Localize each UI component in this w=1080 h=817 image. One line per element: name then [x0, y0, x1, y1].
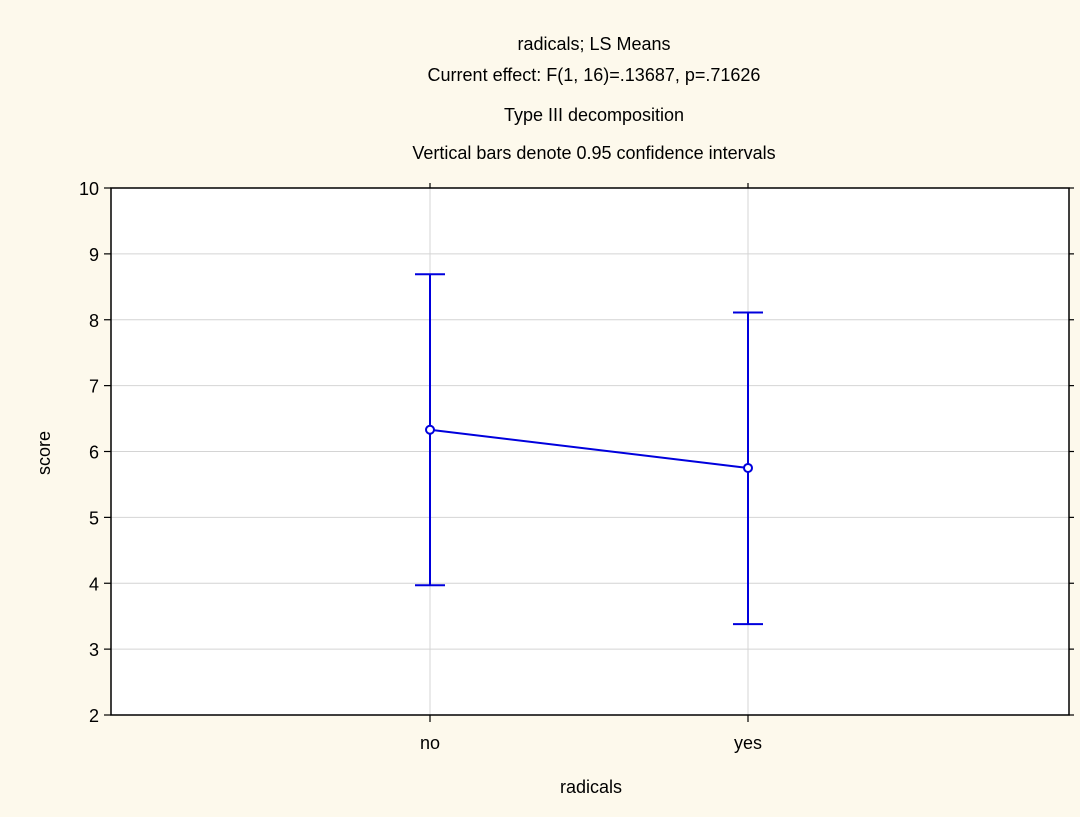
y-tick-label-3: 3 [89, 640, 99, 660]
chart-title-line-1: radicals; LS Means [517, 34, 670, 54]
x-tick-label-yes: yes [734, 733, 762, 753]
y-tick-label-7: 7 [89, 377, 99, 397]
y-tick-label-8: 8 [89, 311, 99, 331]
chart-title-line-3: Type III decomposition [504, 105, 684, 125]
chart-title-line-2: Current effect: F(1, 16)=.13687, p=.7162… [428, 65, 761, 85]
y-tick-label-6: 6 [89, 443, 99, 463]
series-line [429, 428, 749, 469]
x-axis-label: radicals [560, 777, 622, 797]
plot-frame [110, 187, 1070, 716]
chart-title-line-4: Vertical bars denote 0.95 confidence int… [412, 143, 775, 163]
data-point-yes [743, 462, 753, 473]
y-tick-label-4: 4 [89, 574, 99, 594]
axis-layer: 2 3 4 5 6 7 8 9 10 no yes [79, 179, 1074, 753]
x-tick-label-no: no [420, 733, 440, 753]
data-point-no [425, 424, 435, 435]
y-tick-label-2: 2 [89, 706, 99, 726]
y-tick-label-10: 10 [79, 179, 99, 199]
series-layer [415, 273, 763, 626]
y-tick-label-5: 5 [89, 508, 99, 528]
y-axis-label: score [34, 431, 54, 475]
y-tick-label-9: 9 [89, 245, 99, 265]
